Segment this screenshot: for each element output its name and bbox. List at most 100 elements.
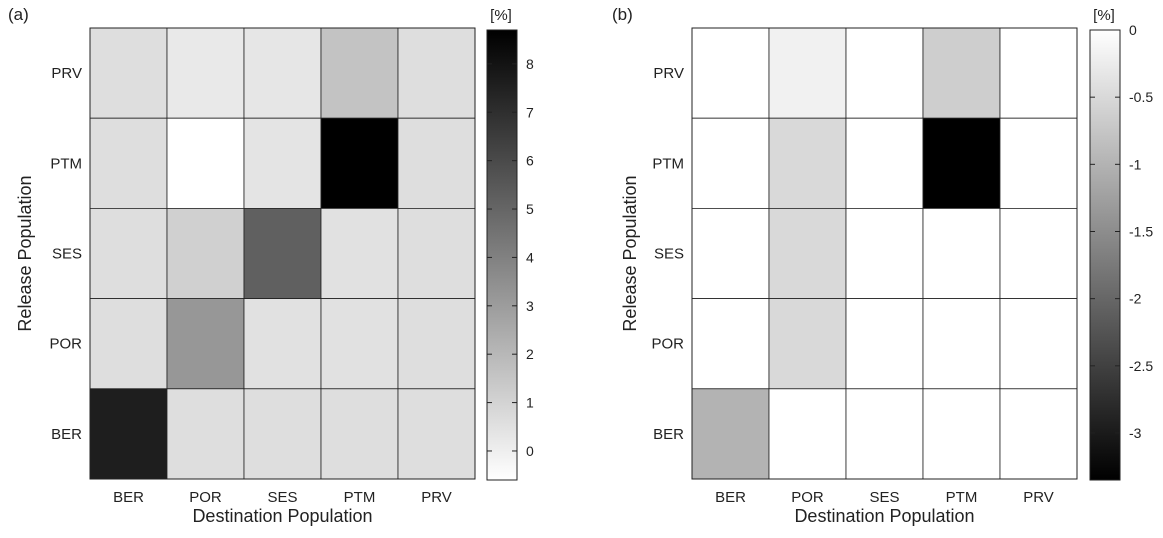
heatmap-cell-ses-ber bbox=[89, 207, 168, 299]
colorbar-gradient-a bbox=[486, 29, 518, 481]
x-tick-label: SES bbox=[869, 489, 899, 506]
heatmap-cell-ber-ber bbox=[89, 388, 168, 480]
heatmap-cell-ber-ptm bbox=[922, 388, 1001, 480]
heatmap-cell-por-por bbox=[166, 298, 245, 390]
colorbar-b: [%] 0 -0.5 -1 -1.5 -2 -2.5 -3 bbox=[1089, 7, 1153, 481]
heatmap-cell-ber-ptm bbox=[320, 388, 399, 480]
colorbar-tick-label: -1.5 bbox=[1129, 223, 1153, 239]
y-tick-label: PTM bbox=[652, 155, 684, 172]
y-tick-label: PRV bbox=[653, 65, 684, 82]
panel-label-a: (a) bbox=[8, 5, 29, 24]
heatmap-cell-por-ses bbox=[243, 298, 322, 390]
x-tick-label: POR bbox=[189, 489, 222, 506]
heatmap-cell-por-prv bbox=[397, 298, 476, 390]
heatmap-cell-ber-por bbox=[166, 388, 245, 480]
y-tick-label: SES bbox=[654, 246, 684, 263]
x-tick-label: PTM bbox=[344, 489, 376, 506]
heatmap-cell-ber-por bbox=[768, 388, 847, 480]
colorbar-unit-b: [%] bbox=[1093, 7, 1115, 24]
heatmap-cell-prv-ber bbox=[89, 27, 168, 119]
heatmap-cell-ses-ptm bbox=[320, 207, 399, 299]
colorbar-a: [%] 0 1 2 3 4 5 6 7 8 bbox=[486, 7, 534, 481]
heatmap-cell-ses-ber bbox=[691, 207, 770, 299]
heatmap-panel-b: (b) BER POR SES PTM PRV PRV PTM SES POR BER Dest… bbox=[612, 5, 1153, 526]
x-tick-label: BER bbox=[715, 489, 746, 506]
colorbar-tick-label: 3 bbox=[526, 298, 534, 314]
heatmap-cell-ptm-por bbox=[768, 117, 847, 209]
colorbar-tick-label: 0 bbox=[1129, 22, 1137, 38]
y-tick-label: BER bbox=[51, 426, 82, 443]
heatmap-cells-b bbox=[691, 27, 1078, 480]
x-tick-label: PRV bbox=[421, 489, 452, 506]
colorbar-tick-label: 5 bbox=[526, 201, 534, 217]
x-tick-labels-a: BER POR SES PTM PRV bbox=[113, 489, 452, 506]
heatmap-cell-ber-ses bbox=[845, 388, 924, 480]
heatmap-cell-ptm-ses bbox=[845, 117, 924, 209]
heatmap-cell-ses-por bbox=[768, 207, 847, 299]
heatmap-cell-ptm-ptm bbox=[320, 117, 399, 209]
heatmap-cell-por-ber bbox=[691, 298, 770, 390]
colorbar-tick-label: -2.5 bbox=[1129, 358, 1153, 374]
colorbar-tick-label: -1 bbox=[1129, 156, 1142, 172]
heatmap-cell-ses-ses bbox=[845, 207, 924, 299]
heatmap-panel-a: (a) BER POR SES PTM PRV PRV PTM SES POR BER Dest… bbox=[8, 5, 534, 526]
x-tick-label: PRV bbox=[1023, 489, 1054, 506]
colorbar-gradient-b bbox=[1089, 29, 1121, 481]
heatmap-cell-ptm-ses bbox=[243, 117, 322, 209]
heatmap-cell-ptm-ber bbox=[691, 117, 770, 209]
panel-label-b: (b) bbox=[612, 5, 633, 24]
heatmap-cell-ber-ber bbox=[691, 388, 770, 480]
colorbar-tick-label: 7 bbox=[526, 104, 534, 120]
heatmap-cell-prv-por bbox=[768, 27, 847, 119]
x-axis-label-b: Destination Population bbox=[794, 506, 974, 526]
heatmap-cell-ptm-prv bbox=[999, 117, 1078, 209]
heatmap-cell-por-ptm bbox=[922, 298, 1001, 390]
colorbar-tick-label: -2 bbox=[1129, 291, 1142, 307]
heatmap-cell-ptm-ptm bbox=[922, 117, 1001, 209]
y-tick-labels-a: PRV PTM SES POR BER bbox=[49, 65, 82, 443]
colorbar-unit-a: [%] bbox=[490, 7, 512, 24]
x-tick-label: BER bbox=[113, 489, 144, 506]
y-tick-label: PRV bbox=[51, 65, 82, 82]
colorbar-tick-label: 4 bbox=[526, 249, 534, 265]
heatmap-cell-ber-prv bbox=[999, 388, 1078, 480]
heatmap-cell-prv-ses bbox=[243, 27, 322, 119]
colorbar-tick-label: 6 bbox=[526, 153, 534, 169]
plot-frame-b bbox=[691, 27, 1078, 480]
y-tick-label: SES bbox=[52, 246, 82, 263]
heatmap-cell-prv-ber bbox=[691, 27, 770, 119]
heatmap-cell-por-prv bbox=[999, 298, 1078, 390]
y-axis-label-b: Release Population bbox=[620, 175, 640, 331]
heatmap-cell-ptm-ber bbox=[89, 117, 168, 209]
heatmap-cell-ses-por bbox=[166, 207, 245, 299]
plot-frame-a bbox=[89, 27, 476, 480]
heatmap-cell-prv-ptm bbox=[320, 27, 399, 119]
heatmap-cells-a bbox=[89, 27, 476, 480]
heatmap-cell-ptm-prv bbox=[397, 117, 476, 209]
heatmap-cell-por-ber bbox=[89, 298, 168, 390]
heatmap-cell-prv-prv bbox=[397, 27, 476, 119]
heatmap-cell-ptm-por bbox=[166, 117, 245, 209]
heatmap-cell-por-ses bbox=[845, 298, 924, 390]
heatmap-cell-prv-por bbox=[166, 27, 245, 119]
heatmap-cell-prv-prv bbox=[999, 27, 1078, 119]
y-tick-labels-b: PRV PTM SES POR BER bbox=[651, 65, 684, 443]
colorbar-tick-label: 1 bbox=[526, 395, 534, 411]
heatmap-cell-prv-ses bbox=[845, 27, 924, 119]
heatmap-cell-ses-prv bbox=[397, 207, 476, 299]
y-tick-label: POR bbox=[651, 336, 684, 353]
x-axis-label-a: Destination Population bbox=[192, 506, 372, 526]
colorbar-tick-label: -3 bbox=[1129, 425, 1142, 441]
x-tick-label: POR bbox=[791, 489, 824, 506]
y-tick-label: POR bbox=[49, 336, 82, 353]
colorbar-tick-label: 8 bbox=[526, 56, 534, 72]
x-tick-labels-b: BER POR SES PTM PRV bbox=[715, 489, 1054, 506]
y-tick-label: BER bbox=[653, 426, 684, 443]
heatmap-cell-ber-prv bbox=[397, 388, 476, 480]
heatmap-cell-ses-prv bbox=[999, 207, 1078, 299]
colorbar-ticks-b: 0 -0.5 -1 -1.5 -2 -2.5 -3 bbox=[1090, 22, 1153, 441]
heatmap-cell-por-por bbox=[768, 298, 847, 390]
colorbar-ticks-a: 0 1 2 3 4 5 6 7 8 bbox=[487, 56, 534, 459]
y-tick-label: PTM bbox=[50, 155, 82, 172]
